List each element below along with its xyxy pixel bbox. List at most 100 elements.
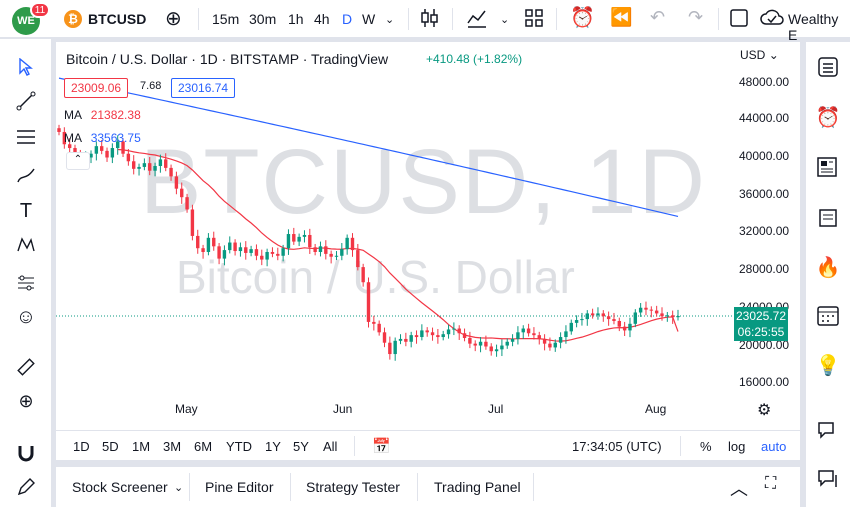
ma-fast-label: MA [64,108,82,122]
candle [94,141,99,161]
alarm-clock-icon[interactable]: ⏰ [815,106,841,129]
range-1m[interactable]: 1M [132,439,151,454]
buy-price-button[interactable]: 23016.74 [171,78,236,98]
candle [548,337,552,351]
layout-icon[interactable] [524,6,544,33]
tab-pine-editor[interactable]: Pine Editor [205,479,274,495]
tab-strategy-tester[interactable]: Strategy Tester [306,479,400,495]
magnet-icon[interactable] [14,441,38,465]
trend-line-icon[interactable] [14,89,38,113]
candle [196,229,200,254]
candle [537,331,541,345]
candle [564,325,568,344]
fib-icon[interactable] [14,125,38,149]
range-ytd[interactable]: YTD [226,439,252,454]
range-6m[interactable]: 6M [194,439,213,454]
candle [585,310,589,326]
watchlist-icon[interactable] [815,54,841,80]
candle [532,327,536,340]
candle [510,334,515,347]
candle [313,243,317,256]
chat-icon[interactable] [815,418,841,444]
pattern-icon[interactable] [14,233,38,257]
candle [638,303,643,317]
emoji-icon[interactable]: ☺ [15,305,37,328]
candle [393,337,397,361]
text-icon[interactable]: T [19,199,33,222]
range-5d[interactable]: 5D [102,439,119,454]
right-sidebar: ⏰ 🔥 💡 [806,42,850,507]
range-all[interactable]: All [323,439,338,454]
candle [126,148,131,166]
chevron-down-icon[interactable]: ⌄ [500,14,510,26]
fullscreen-box-icon[interactable] [730,9,748,30]
candle [494,344,499,357]
symbol-search-button[interactable]: BTCUSD [88,11,147,27]
auto-toggle[interactable]: auto [761,439,787,454]
y-tick: 20000.00 [739,338,790,352]
calendar-events-icon[interactable] [815,302,841,328]
chevron-down-icon[interactable]: ⌄ [174,482,184,494]
interval-1h[interactable]: 1h [288,11,304,27]
cloud-save-icon[interactable] [760,7,784,32]
chat-rooms-icon[interactable] [815,466,841,492]
cursor-icon[interactable] [14,55,38,79]
ideas-lightbulb-icon[interactable]: 💡 [815,354,841,377]
hotlists-icon[interactable]: 🔥 [815,256,841,279]
tab-stock-screener[interactable]: Stock Screener [72,479,168,495]
range-5y[interactable]: 5Y [293,439,309,454]
interval-15m[interactable]: 15m [212,11,240,27]
tab-trading-panel[interactable]: Trading Panel [434,479,521,495]
drawing-toolbar: T ☺ ⊕ [0,39,52,507]
candle [57,124,61,136]
interval-w[interactable]: W [362,11,376,27]
ma-fast-value: 21382.38 [90,108,141,122]
prediction-icon[interactable] [14,271,38,295]
ma-slow-legend[interactable]: MA 33563.75 [64,131,141,145]
news-icon[interactable] [815,154,841,180]
add-symbol-icon[interactable]: ⊕ [165,8,182,30]
chevron-up-icon[interactable]: ︿ [730,479,748,499]
pencil-lock-icon[interactable] [14,475,38,499]
indicators-icon[interactable] [466,6,488,33]
zoom-in-icon[interactable]: ⊕ [18,390,34,411]
settings-gear-icon[interactable]: ⚙ [757,402,772,419]
range-1y[interactable]: 1Y [265,439,281,454]
candlestick-chart[interactable] [56,42,732,397]
calendar-icon[interactable]: 📅 [372,438,391,455]
candles-icon[interactable] [420,6,440,33]
clock-time[interactable]: 17:34:05 (UTC) [572,439,662,454]
ma-fast-line [117,148,679,342]
range-1d[interactable]: 1D [73,439,90,454]
range-3m[interactable]: 3M [163,439,182,454]
data-window-icon[interactable] [815,204,841,230]
interval-d[interactable]: D [342,11,353,27]
log-toggle[interactable]: log [728,439,746,454]
x-tick: Jun [333,402,353,416]
currency-selector[interactable]: USD ⌄ [740,48,779,62]
interval-30m[interactable]: 30m [249,11,277,27]
candle [649,306,654,318]
candle [505,338,509,349]
account-name[interactable]: Wealthy E [788,11,839,43]
alert-icon[interactable]: ⏰ [570,7,595,29]
brush-icon[interactable] [14,163,38,187]
collapse-legend-icon[interactable]: ⌃ [66,152,90,170]
interval-4h[interactable]: 4h [314,11,330,27]
ma-fast-legend[interactable]: MA 21382.38 [64,108,141,122]
replay-icon[interactable]: ⏪ [610,7,633,27]
maximize-icon[interactable]: ⛶ [765,475,777,492]
ruler-icon[interactable] [14,355,38,379]
candle [521,325,525,340]
chart-panel[interactable]: BTCUSD, 1D Bitcoin / U.S. Dollar Bitcoin… [56,42,800,460]
chevron-down-icon[interactable]: ⌄ [385,14,395,26]
candle [99,140,104,155]
redo-icon[interactable]: ↷ [688,7,704,27]
undo-icon[interactable]: ↶ [650,7,666,27]
sell-price-button[interactable]: 23009.06 [64,78,129,98]
candle [446,324,451,339]
percent-toggle[interactable]: % [700,439,712,454]
candle [468,331,472,349]
candle [345,234,349,255]
candle [377,320,381,336]
